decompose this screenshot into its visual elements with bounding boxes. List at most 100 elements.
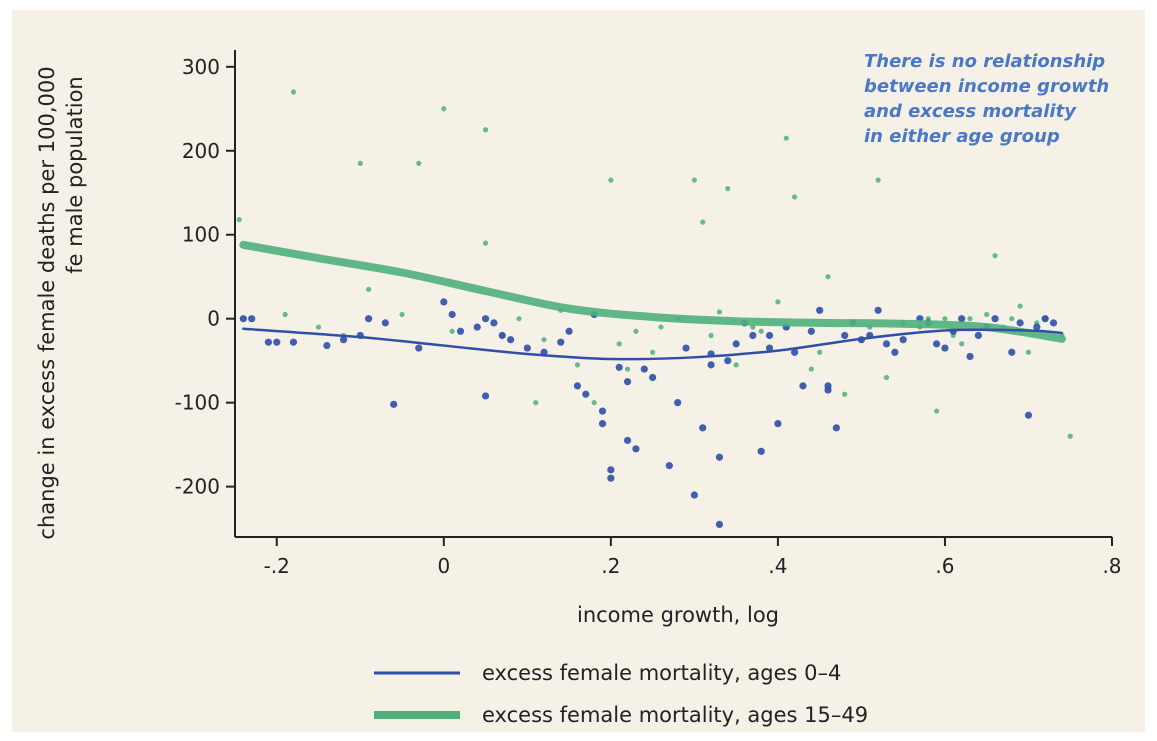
y-tick-label: 300 bbox=[182, 55, 220, 79]
point-ages-0-4 bbox=[490, 319, 498, 327]
point-ages-15-49 bbox=[624, 366, 631, 372]
annotation-line-3: and excess mortality bbox=[864, 101, 1077, 122]
point-ages-0-4 bbox=[841, 331, 849, 340]
point-ages-15-49 bbox=[792, 194, 798, 200]
point-ages-0-4 bbox=[807, 327, 815, 335]
point-ages-15-49 bbox=[608, 177, 614, 183]
point-ages-0-4 bbox=[582, 390, 590, 398]
point-ages-0-4 bbox=[557, 338, 565, 346]
point-ages-0-4 bbox=[1016, 319, 1024, 327]
point-ages-15-49 bbox=[482, 127, 489, 133]
point-ages-0-4 bbox=[874, 306, 882, 314]
point-ages-0-4 bbox=[649, 373, 657, 382]
point-ages-15-49 bbox=[992, 253, 998, 259]
point-ages-0-4 bbox=[882, 340, 891, 348]
point-ages-0-4 bbox=[440, 298, 448, 306]
point-ages-0-4 bbox=[757, 447, 765, 455]
point-ages-0-4 bbox=[715, 453, 724, 461]
point-ages-15-49 bbox=[236, 217, 242, 223]
legend: excess female mortality, ages 0–4 excess… bbox=[374, 661, 868, 727]
point-ages-0-4 bbox=[974, 331, 982, 340]
point-ages-15-49 bbox=[1067, 433, 1073, 439]
point-ages-0-4 bbox=[724, 357, 732, 365]
point-ages-15-49 bbox=[533, 400, 539, 406]
point-ages-0-4 bbox=[390, 400, 398, 408]
point-ages-0-4 bbox=[248, 315, 256, 323]
point-ages-0-4 bbox=[573, 382, 582, 390]
point-ages-0-4 bbox=[774, 420, 782, 428]
point-ages-0-4 bbox=[1033, 323, 1041, 331]
point-ages-0-4 bbox=[607, 474, 615, 482]
fit-line-ages-0-4 bbox=[242, 327, 1064, 361]
point-ages-0-4 bbox=[323, 341, 331, 350]
annotation-line-2: between income growth bbox=[864, 76, 1109, 97]
point-ages-0-4 bbox=[765, 331, 774, 340]
x-tick-label: 0 bbox=[437, 554, 450, 578]
point-ages-0-4 bbox=[933, 340, 941, 348]
x-tick-label: .2 bbox=[601, 554, 620, 578]
point-ages-0-4 bbox=[481, 392, 490, 400]
point-ages-15-49 bbox=[783, 135, 789, 141]
point-ages-15-49 bbox=[817, 349, 823, 355]
point-ages-0-4 bbox=[816, 306, 824, 314]
point-ages-15-49 bbox=[733, 362, 739, 368]
point-ages-0-4 bbox=[607, 466, 615, 474]
point-ages-0-4 bbox=[941, 344, 949, 352]
x-tick-label: -.2 bbox=[264, 554, 290, 578]
point-ages-15-49 bbox=[357, 160, 363, 166]
point-ages-15-49 bbox=[984, 311, 990, 318]
point-ages-0-4 bbox=[1008, 348, 1016, 356]
point-ages-0-4 bbox=[598, 420, 607, 428]
point-ages-0-4 bbox=[365, 315, 373, 323]
point-ages-15-49 bbox=[616, 341, 622, 347]
point-ages-15-49 bbox=[650, 349, 656, 355]
annotation-line-4: in either age group bbox=[864, 126, 1060, 147]
point-ages-0-4 bbox=[339, 336, 348, 344]
y-axis-title-line-1: change in excess female deaths per 100,0… bbox=[35, 66, 59, 539]
point-ages-15-49 bbox=[725, 185, 731, 192]
point-ages-0-4 bbox=[381, 319, 389, 327]
y-tick-label: -200 bbox=[175, 475, 220, 499]
annotation-line-1: There is no relationship bbox=[864, 51, 1105, 72]
point-ages-0-4 bbox=[682, 344, 690, 352]
point-ages-0-4 bbox=[891, 348, 899, 356]
point-ages-0-4 bbox=[1049, 319, 1058, 327]
point-ages-15-49 bbox=[1017, 303, 1023, 309]
point-ages-0-4 bbox=[966, 352, 974, 361]
x-tick-label: .4 bbox=[768, 554, 787, 578]
point-ages-0-4 bbox=[473, 323, 481, 331]
point-ages-15-49 bbox=[541, 337, 547, 343]
point-ages-15-49 bbox=[633, 328, 639, 334]
point-ages-15-49 bbox=[449, 328, 455, 334]
point-ages-0-4 bbox=[799, 382, 807, 390]
y-tick-label: 0 bbox=[207, 307, 220, 331]
point-ages-15-49 bbox=[482, 240, 489, 246]
point-ages-15-49 bbox=[290, 89, 297, 95]
point-ages-15-49 bbox=[708, 332, 714, 339]
point-ages-0-4 bbox=[264, 338, 273, 346]
point-ages-0-4 bbox=[765, 344, 774, 352]
point-ages-15-49 bbox=[574, 362, 581, 368]
point-ages-15-49 bbox=[700, 219, 706, 225]
point-ages-15-49 bbox=[691, 177, 697, 183]
point-ages-15-49 bbox=[1009, 316, 1015, 322]
point-ages-15-49 bbox=[516, 316, 522, 322]
point-ages-0-4 bbox=[623, 378, 632, 386]
chart-frame: -200 -100 0 100 200 300 -.2 0 .2 .4 .6 .8 change in… bbox=[12, 10, 1145, 732]
point-ages-0-4 bbox=[481, 315, 490, 323]
point-ages-0-4 bbox=[991, 315, 999, 323]
point-ages-15-49 bbox=[959, 341, 965, 347]
fit-line-ages-15-49 bbox=[239, 240, 1066, 343]
point-ages-15-49 bbox=[875, 177, 881, 183]
point-ages-0-4 bbox=[632, 445, 640, 453]
scatter-chart: -200 -100 0 100 200 300 -.2 0 .2 .4 .6 .8 change in… bbox=[35, 50, 1122, 727]
point-ages-15-49 bbox=[825, 274, 831, 280]
point-ages-15-49 bbox=[808, 366, 814, 372]
y-tick-label: 200 bbox=[182, 139, 220, 163]
point-ages-0-4 bbox=[958, 315, 966, 323]
point-ages-15-49 bbox=[282, 311, 288, 318]
legend-label-ages-0-4: excess female mortality, ages 0–4 bbox=[482, 661, 841, 685]
point-ages-0-4 bbox=[456, 327, 465, 335]
x-tick-label: .8 bbox=[1102, 554, 1121, 578]
point-ages-15-49 bbox=[842, 391, 848, 397]
